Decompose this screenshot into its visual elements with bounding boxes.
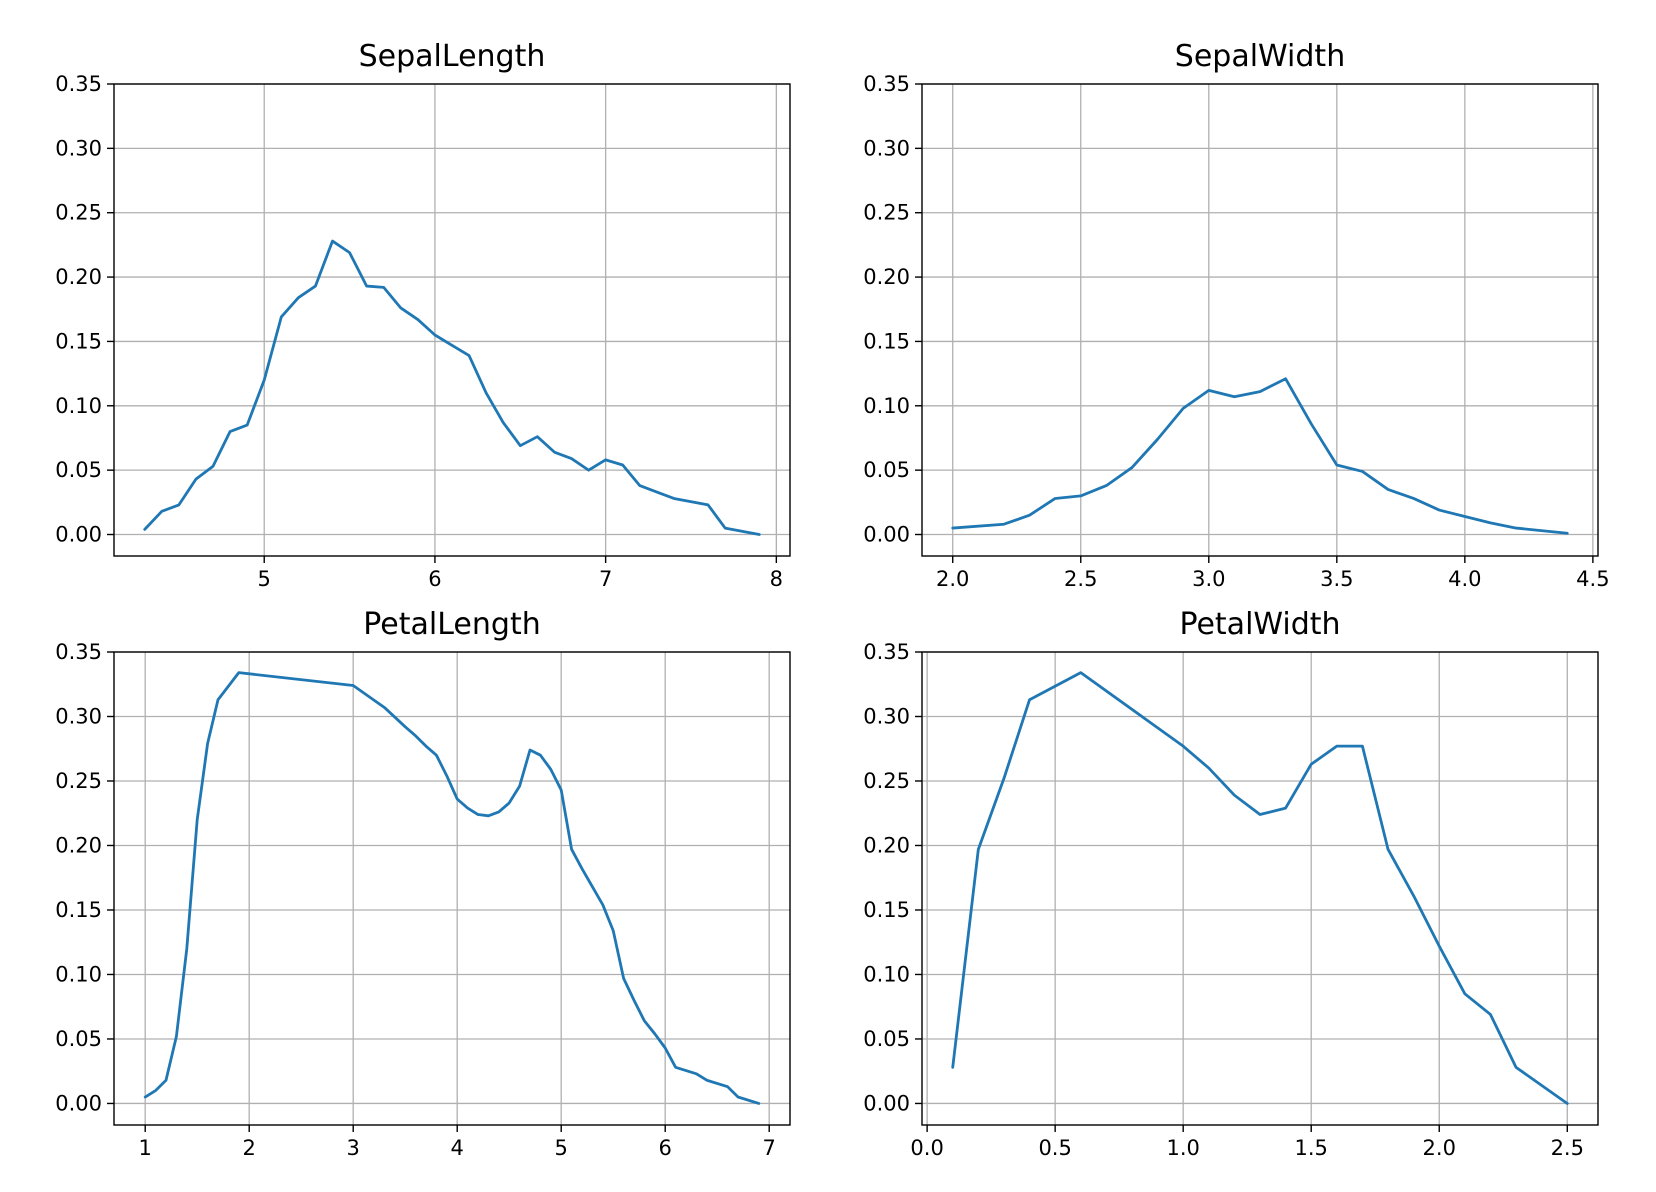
y-tick-label: 0.25 — [863, 201, 910, 225]
y-tick-label: 0.10 — [863, 962, 910, 986]
y-tick-label: 0.25 — [55, 769, 102, 793]
x-tick-label: 8 — [770, 567, 783, 591]
x-tick-label: 1 — [139, 1136, 152, 1160]
y-tick-label: 0.10 — [55, 962, 102, 986]
x-tick-label: 2.5 — [1064, 567, 1097, 591]
x-tick-label: 2.5 — [1551, 1136, 1584, 1160]
y-tick-label: 0.05 — [863, 1027, 910, 1051]
y-tick-label: 0.00 — [55, 1091, 102, 1115]
y-tick-label: 0.35 — [55, 72, 102, 96]
x-tick-label: 3.5 — [1320, 567, 1353, 591]
x-tick-label: 7 — [763, 1136, 776, 1160]
y-tick-label: 0.15 — [863, 898, 910, 922]
subplot-sepallength: 5 6 7 8 0.00 0.05 0.10 0.15 0.20 0.25 0.30 0.35 Sepa… — [55, 39, 791, 591]
y-tick-label: 0.15 — [55, 329, 102, 353]
x-tick-label: 3.0 — [1192, 567, 1225, 591]
x-tick-label: 2.0 — [1423, 1136, 1456, 1160]
x-tick-label: 6 — [659, 1136, 672, 1160]
density-line — [143, 671, 761, 1105]
y-tick-label: 0.30 — [863, 704, 910, 728]
x-tick-label: 5 — [258, 567, 271, 591]
y-tick-label: 0.30 — [863, 136, 910, 160]
x-tick-label: 4 — [451, 1136, 464, 1160]
x-tick-label: 6 — [428, 567, 441, 591]
y-tick-label: 0.15 — [863, 329, 910, 353]
x-tick-label: 2 — [243, 1136, 256, 1160]
y-tick-label: 0.20 — [55, 833, 102, 857]
x-tick-label: 0.0 — [910, 1136, 943, 1160]
y-tick-label: 0.30 — [55, 704, 102, 728]
y-tick-label: 0.25 — [863, 769, 910, 793]
x-tick-label: 1.0 — [1166, 1136, 1199, 1160]
density-line — [951, 377, 1569, 535]
x-tick-label: 3 — [347, 1136, 360, 1160]
x-tick-label: 1.5 — [1295, 1136, 1328, 1160]
x-tick-label: 7 — [599, 567, 612, 591]
subplot-title: SepalWidth — [1175, 39, 1345, 74]
y-tick-label: 0.35 — [863, 72, 910, 96]
x-tick-label: 4.0 — [1448, 567, 1481, 591]
y-tick-label: 0.00 — [863, 523, 910, 547]
y-tick-label: 0.35 — [863, 640, 910, 664]
subplot-title: SepalLength — [359, 39, 546, 74]
y-tick-label: 0.20 — [863, 265, 910, 289]
x-tick-label: 5 — [555, 1136, 568, 1160]
x-tick-label: 2.0 — [936, 567, 969, 591]
axes-frame — [921, 83, 1599, 557]
axes-frame — [113, 651, 791, 1126]
subplot-petallength: 1 2 3 4 5 6 7 0.00 0.05 0.10 0.15 0.20 0.25 0.30 0.35 P… — [55, 607, 791, 1160]
y-tick-label: 0.30 — [55, 136, 102, 160]
density-line — [143, 239, 761, 536]
subplot-title: PetalWidth — [1179, 607, 1340, 642]
y-tick-label: 0.00 — [863, 1091, 910, 1115]
subplot-petalwidth: 0.0 0.5 1.0 1.5 2.0 2.5 0.00 0.05 0.10 0.15 0.20 0.… — [863, 607, 1599, 1160]
x-tick-label: 4.5 — [1576, 567, 1609, 591]
y-tick-label: 0.35 — [55, 640, 102, 664]
density-line — [951, 671, 1569, 1105]
y-tick-label: 0.25 — [55, 201, 102, 225]
y-tick-label: 0.10 — [863, 394, 910, 418]
y-tick-label: 0.05 — [55, 1027, 102, 1051]
x-tick-label: 0.5 — [1038, 1136, 1071, 1160]
subplot-sepalwidth: 2.0 2.5 3.0 3.5 4.0 4.5 0.00 0.05 0.10 0.15 0.20 0.… — [863, 39, 1609, 591]
y-tick-label: 0.05 — [863, 458, 910, 482]
axes-frame — [921, 651, 1599, 1126]
y-tick-label: 0.20 — [863, 833, 910, 857]
axes-frame — [113, 83, 791, 557]
y-tick-label: 0.15 — [55, 898, 102, 922]
y-tick-label: 0.00 — [55, 523, 102, 547]
y-tick-label: 0.10 — [55, 394, 102, 418]
y-tick-label: 0.05 — [55, 458, 102, 482]
subplot-title: PetalLength — [363, 607, 540, 642]
y-tick-label: 0.20 — [55, 265, 102, 289]
